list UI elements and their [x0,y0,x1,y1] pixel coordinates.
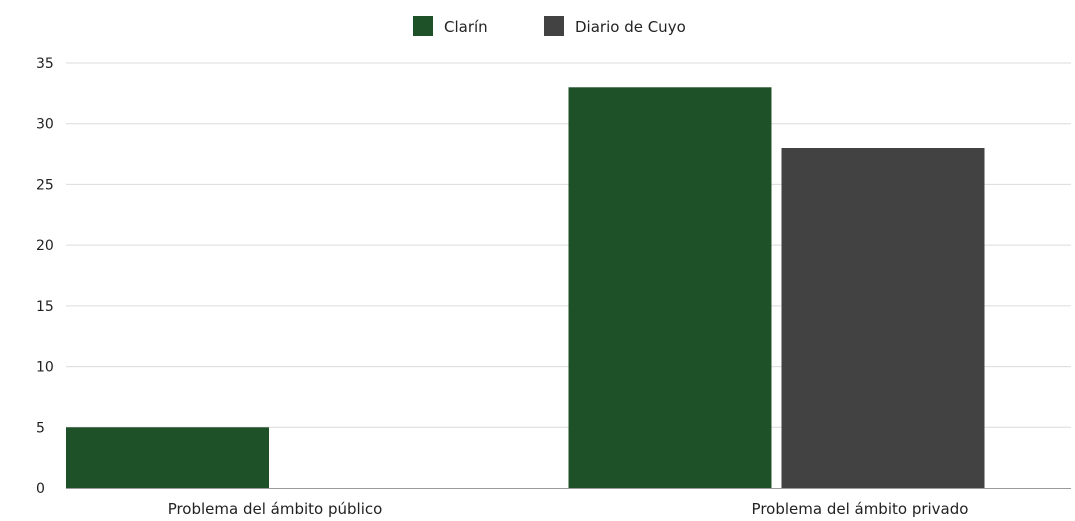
bars [66,87,985,489]
x-axis-labels: Problema del ámbito público Problema del … [168,500,969,518]
y-tick-label: 0 [36,481,45,497]
y-tick-label: 10 [36,360,54,376]
y-axis-ticks: 0 5 10 15 20 25 30 35 [36,56,54,497]
legend-item-clarin: Clarín [413,16,488,36]
legend-label: Clarín [444,18,488,36]
y-tick-label: 30 [36,117,54,133]
legend-label: Diario de Cuyo [575,18,686,36]
legend-item-diario-de-cuyo: Diario de Cuyo [544,16,686,36]
y-tick-label: 25 [36,177,54,193]
x-category-label: Problema del ámbito privado [752,500,969,517]
bar-clarin-privado [568,87,772,489]
y-tick-label: 5 [36,420,45,436]
bar-clarin-publico [66,427,269,488]
y-tick-label: 20 [36,238,54,254]
legend: Clarín Diario de Cuyo [413,16,686,36]
legend-swatch [544,16,564,36]
legend-swatch [413,16,433,36]
y-tick-label: 35 [36,56,54,72]
x-category-label: Problema del ámbito público [168,500,383,517]
bar-diario-de-cuyo-privado [781,148,985,488]
y-tick-label: 15 [36,299,54,315]
